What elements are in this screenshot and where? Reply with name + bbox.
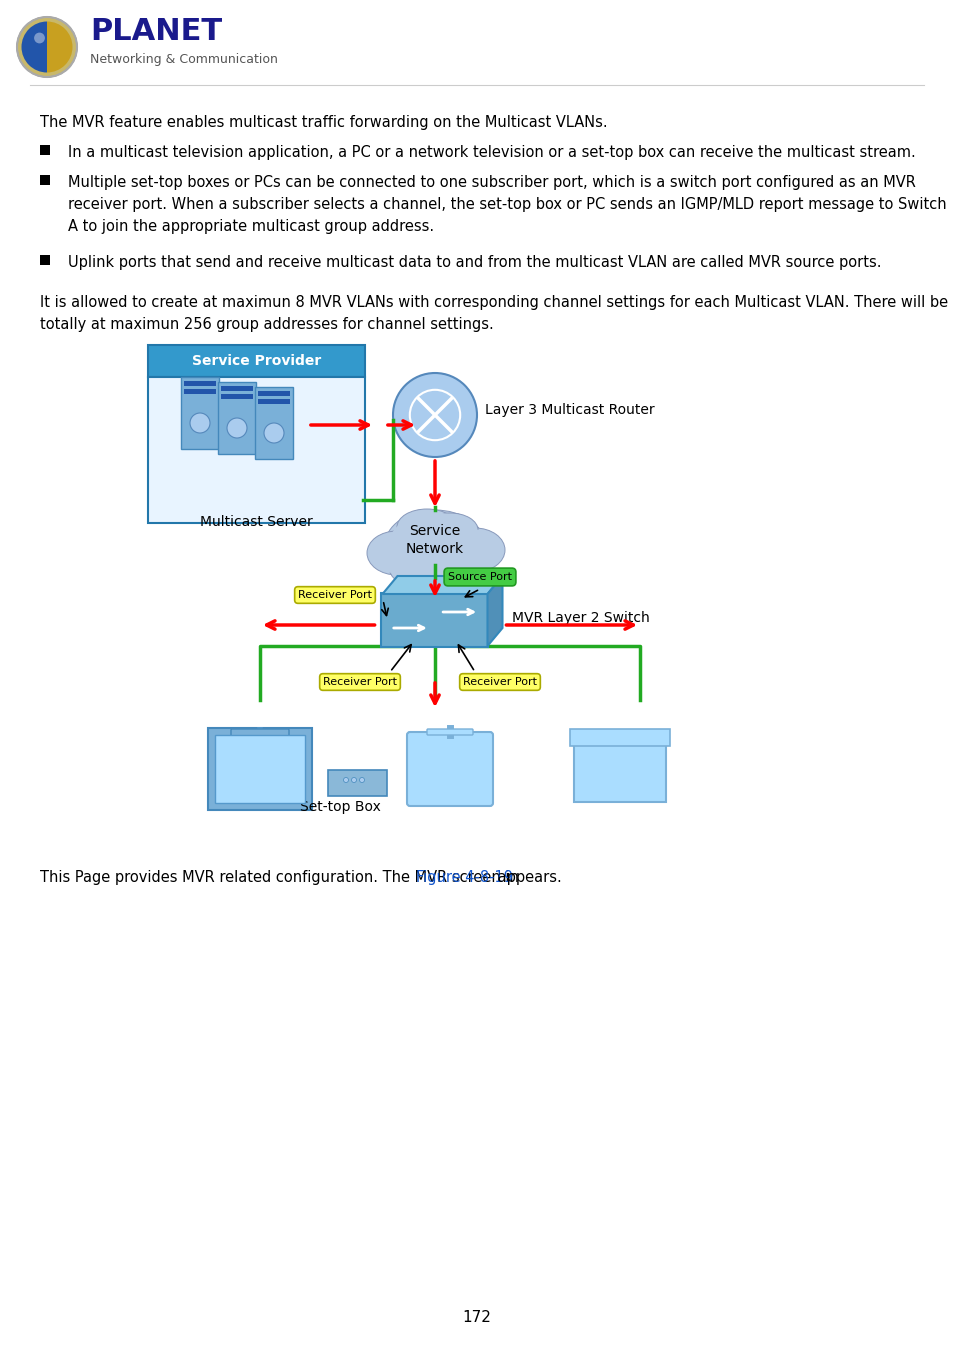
Text: MVR Layer 2 Switch: MVR Layer 2 Switch [512, 612, 650, 625]
Text: A to join the appropriate multicast group address.: A to join the appropriate multicast grou… [68, 219, 434, 234]
Text: Receiver Port: Receiver Port [462, 676, 537, 687]
Polygon shape [487, 576, 502, 647]
FancyBboxPatch shape [427, 729, 473, 734]
Ellipse shape [444, 528, 504, 572]
Text: receiver port. When a subscriber selects a channel, the set-top box or PC sends : receiver port. When a subscriber selects… [68, 197, 945, 212]
Wedge shape [47, 22, 72, 73]
FancyBboxPatch shape [407, 732, 493, 806]
Text: Set-top Box: Set-top Box [299, 801, 380, 814]
Bar [221, 386, 253, 391]
Bar [40, 255, 50, 265]
Ellipse shape [424, 514, 476, 545]
Text: In a multicast television application, a PC or a network television or a set-top: In a multicast television application, a… [68, 144, 915, 161]
Bar [40, 144, 50, 155]
Circle shape [17, 18, 77, 77]
Bar [40, 176, 50, 185]
Text: 172: 172 [462, 1311, 491, 1326]
Bar [184, 381, 215, 386]
Circle shape [190, 413, 210, 433]
Wedge shape [22, 22, 47, 73]
Ellipse shape [399, 510, 455, 544]
Text: The MVR feature enables multicast traffic forwarding on the Multicast VLANs.: The MVR feature enables multicast traffi… [40, 115, 607, 130]
Text: Multiple set-top boxes or PCs can be connected to one subscriber port, which is : Multiple set-top boxes or PCs can be con… [68, 176, 915, 190]
Bar [221, 394, 253, 400]
Ellipse shape [429, 547, 480, 583]
Bar [257, 400, 290, 404]
Bar [148, 377, 365, 522]
Text: Multicast Server: Multicast Server [200, 514, 313, 529]
Text: Source Port: Source Port [448, 572, 512, 582]
Ellipse shape [396, 509, 456, 545]
Ellipse shape [427, 545, 482, 585]
Circle shape [359, 778, 364, 783]
Text: appears.: appears. [493, 869, 561, 886]
Ellipse shape [388, 513, 480, 578]
FancyBboxPatch shape [574, 743, 665, 802]
FancyBboxPatch shape [218, 382, 255, 454]
Polygon shape [382, 576, 502, 594]
Bar [257, 392, 290, 396]
Text: PLANET: PLANET [90, 18, 222, 46]
Ellipse shape [369, 533, 424, 574]
Bar [148, 346, 365, 377]
FancyBboxPatch shape [181, 377, 219, 450]
Text: Networking & Communication: Networking & Communication [90, 54, 277, 66]
Circle shape [351, 778, 356, 783]
Ellipse shape [421, 513, 477, 547]
Circle shape [343, 778, 348, 783]
Circle shape [227, 418, 247, 437]
Bar [184, 389, 215, 394]
FancyBboxPatch shape [328, 769, 387, 796]
Text: Figure 4-8-19: Figure 4-8-19 [416, 869, 513, 886]
Circle shape [264, 423, 284, 443]
FancyBboxPatch shape [208, 728, 312, 810]
FancyBboxPatch shape [381, 593, 488, 647]
Ellipse shape [447, 529, 502, 570]
Text: Uplink ports that send and receive multicast data to and from the multicast VLAN: Uplink ports that send and receive multi… [68, 255, 881, 270]
Ellipse shape [389, 547, 444, 587]
Text: It is allowed to create at maximun 8 MVR VLANs with corresponding channel settin: It is allowed to create at maximun 8 MVR… [40, 296, 947, 310]
Text: This Page provides MVR related configuration. The MVR screen in: This Page provides MVR related configura… [40, 869, 523, 886]
Bar [214, 734, 305, 803]
Text: Receiver Port: Receiver Port [297, 590, 372, 599]
FancyBboxPatch shape [569, 729, 669, 747]
Text: totally at maximun 256 group addresses for channel settings.: totally at maximun 256 group addresses f… [40, 317, 494, 332]
Text: Receiver Port: Receiver Port [323, 676, 396, 687]
Ellipse shape [367, 531, 427, 575]
Ellipse shape [391, 548, 442, 586]
Text: Service Provider: Service Provider [192, 354, 321, 369]
Ellipse shape [385, 510, 484, 580]
FancyBboxPatch shape [231, 729, 289, 736]
Circle shape [34, 32, 45, 43]
FancyBboxPatch shape [254, 387, 293, 459]
Text: Service
Network: Service Network [406, 524, 463, 556]
Text: Layer 3 Multicast Router: Layer 3 Multicast Router [484, 404, 654, 417]
Circle shape [393, 373, 476, 458]
